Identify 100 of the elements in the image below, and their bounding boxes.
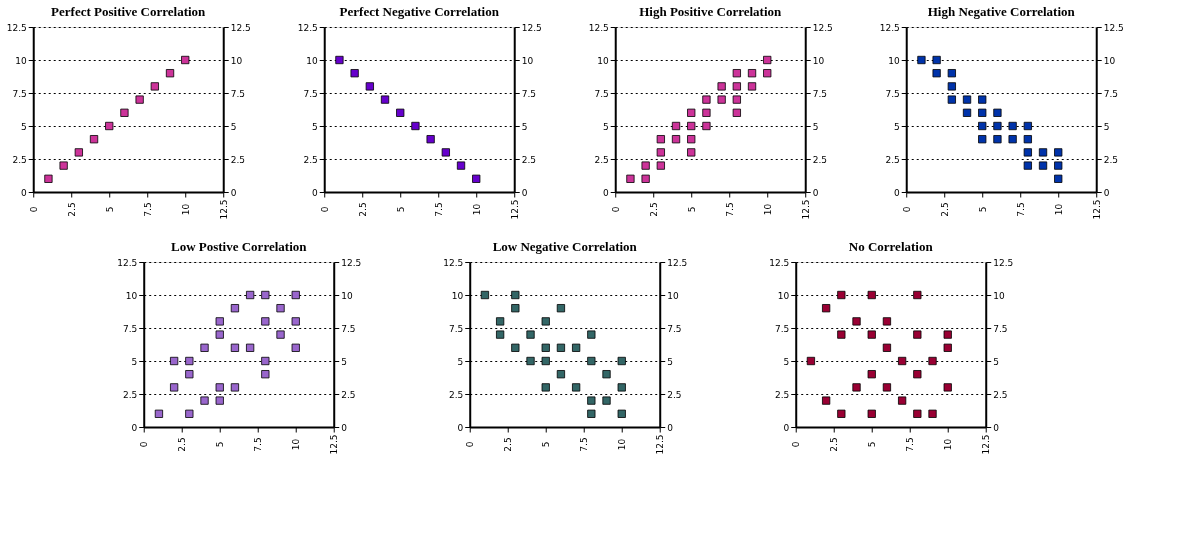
x-tick-label: 7.5 <box>253 437 264 452</box>
chart-title: High Negative Correlation <box>927 4 1076 19</box>
point <box>1054 174 1063 183</box>
y-tick-label: 7.5 <box>303 88 318 99</box>
point <box>656 135 665 144</box>
point <box>867 409 876 418</box>
x-tick-label: 12.5 <box>655 434 666 455</box>
x-tick-label: 0 <box>465 441 476 448</box>
y2-tick-label: 0 <box>667 422 674 433</box>
point <box>200 396 209 405</box>
x-tick-label: 7.5 <box>724 202 735 217</box>
x-tick-label: 10 <box>291 438 302 451</box>
point <box>656 148 665 157</box>
point <box>898 396 907 405</box>
x-tick-label: 10 <box>471 203 482 216</box>
point <box>732 95 741 104</box>
y-tick-label: 5 <box>21 121 27 132</box>
y2-tick-label: 2.5 <box>521 154 537 165</box>
point <box>932 55 941 65</box>
y2-tick-label: 0 <box>812 187 819 198</box>
chart-title: High Positive Correlation <box>639 4 783 19</box>
point <box>702 121 711 131</box>
point <box>978 135 987 144</box>
point <box>656 161 665 170</box>
point <box>932 69 941 78</box>
x-tick-label: 5 <box>867 441 878 448</box>
chart-title: Perfect Negative Correlation <box>339 4 500 19</box>
point <box>702 95 711 104</box>
y-tick-label: 10 <box>125 290 138 301</box>
y-tick-label: 10 <box>306 55 318 66</box>
y2-tick-label: 0 <box>521 187 528 198</box>
y-tick-label: 0 <box>894 187 900 198</box>
x-tick-label: 0 <box>791 441 802 448</box>
chart-title: Low Postive Correlation <box>170 239 308 254</box>
point <box>511 304 520 313</box>
point <box>556 343 566 352</box>
x-tick-label: 7.5 <box>1015 202 1026 217</box>
point <box>687 135 696 144</box>
x-tick-label: 5 <box>541 441 552 448</box>
point <box>717 82 726 91</box>
y-tick-label: 10 <box>597 55 609 66</box>
x-tick-label: 10 <box>180 203 191 216</box>
y2-tick-label: 10 <box>230 55 243 66</box>
point <box>572 343 581 352</box>
y-tick-label: 7.5 <box>12 88 27 99</box>
point <box>732 108 741 117</box>
y2-tick-label: 7.5 <box>521 88 537 99</box>
point <box>215 383 224 392</box>
y-tick-label: 2.5 <box>774 389 790 400</box>
point <box>882 383 892 392</box>
point <box>587 409 596 418</box>
point <box>882 317 892 326</box>
y-tick-label: 7.5 <box>122 323 138 334</box>
point <box>587 356 596 366</box>
point <box>59 161 68 170</box>
y-tick-label: 5 <box>131 356 138 367</box>
point <box>215 317 224 326</box>
point <box>913 409 922 418</box>
y-tick-label: 10 <box>15 55 27 66</box>
y2-tick-label: 12.5 <box>230 22 251 33</box>
y2-tick-label: 12.5 <box>341 257 362 268</box>
x-tick-label: 12.5 <box>800 199 811 220</box>
point <box>230 304 240 313</box>
point <box>1023 121 1032 131</box>
point <box>456 161 466 170</box>
point <box>526 356 535 366</box>
point <box>426 135 435 144</box>
x-tick-label: 5 <box>395 206 406 213</box>
y2-tick-label: 10 <box>1103 55 1116 66</box>
point <box>962 108 972 117</box>
point <box>276 330 285 339</box>
y-tick-label: 5 <box>894 121 900 132</box>
y2-tick-label: 10 <box>812 55 825 66</box>
point <box>472 174 481 183</box>
point <box>572 383 581 392</box>
point <box>671 121 681 131</box>
point <box>74 148 83 157</box>
y2-tick-label: 5 <box>341 356 347 367</box>
point <box>993 108 1002 117</box>
point <box>335 55 344 65</box>
y-tick-label: 12.5 <box>879 22 900 33</box>
point <box>89 135 99 144</box>
y-tick-label: 0 <box>21 187 27 198</box>
y-tick-label: 5 <box>312 121 318 132</box>
y2-tick-label: 7.5 <box>993 323 1008 334</box>
point <box>806 356 816 366</box>
point <box>496 330 505 339</box>
point <box>732 82 741 91</box>
x-tick-label: 5 <box>686 206 697 213</box>
point <box>602 396 611 405</box>
point <box>822 396 831 405</box>
x-tick-label: 5 <box>215 441 226 448</box>
point <box>947 69 956 78</box>
point <box>943 330 952 339</box>
point <box>291 343 300 352</box>
point <box>962 95 972 104</box>
y2-tick-label: 2.5 <box>1103 154 1119 165</box>
point <box>913 330 922 339</box>
y-tick-label: 12.5 <box>297 22 318 33</box>
point <box>947 95 956 104</box>
